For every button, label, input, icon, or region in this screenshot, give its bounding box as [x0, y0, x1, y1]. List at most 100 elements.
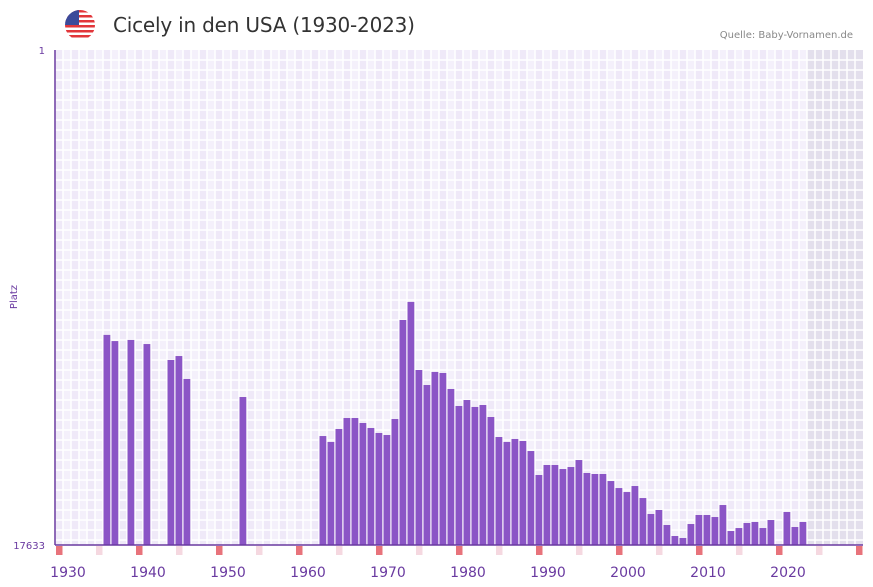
grid-column [319, 50, 327, 545]
bar-2009 [695, 515, 703, 545]
grid-column [191, 50, 199, 545]
x-tick-1950: 1950 [210, 565, 246, 581]
grid-column [127, 50, 135, 545]
grid-column [679, 50, 687, 545]
bar-1967 [359, 422, 367, 545]
grid-column [255, 50, 263, 545]
grid-column [383, 50, 391, 545]
grid-column [351, 50, 359, 545]
marker-2004 [656, 546, 663, 555]
grid-column [735, 50, 743, 545]
grid-column [335, 50, 343, 545]
grid-column [823, 50, 831, 545]
grid-column [807, 50, 815, 545]
grid-column [551, 50, 559, 545]
x-tick-1930: 1930 [50, 565, 86, 581]
bar-2006 [671, 536, 679, 545]
grid-column [343, 50, 351, 545]
grid-column [607, 50, 615, 545]
grid-column [743, 50, 751, 545]
bar-2016 [751, 522, 759, 545]
bar-1983 [487, 417, 495, 545]
bar-2010 [703, 515, 711, 545]
grid-column [663, 50, 671, 545]
grid-column [567, 50, 575, 545]
bar-1969 [375, 432, 383, 545]
bar-1990 [543, 464, 551, 545]
bar-2003 [647, 513, 655, 545]
bar-2005 [663, 525, 671, 545]
bar-1944 [175, 356, 183, 545]
grid-column [535, 50, 543, 545]
grid-column [623, 50, 631, 545]
bar-1974 [415, 369, 423, 545]
bar-1997 [599, 474, 607, 545]
grid-column [431, 50, 439, 545]
bar-1940 [143, 344, 151, 545]
x-tick-1980: 1980 [450, 565, 486, 581]
us-flag-icon [65, 10, 95, 40]
bar-1965 [343, 417, 351, 545]
bar-2002 [639, 498, 647, 545]
bar-1995 [583, 472, 591, 545]
marker-1979 [456, 546, 463, 555]
bar-1991 [551, 464, 559, 545]
bar-1979 [455, 405, 463, 545]
grid-column [231, 50, 239, 545]
grid-column [599, 50, 607, 545]
bar-1968 [367, 427, 375, 545]
marker-1999 [616, 546, 623, 555]
x-tick-labels: 1930 1940 1950 1960 1970 1980 1990 2000 2010 2020 [50, 565, 806, 581]
grid-column [687, 50, 695, 545]
marker-1944 [176, 546, 183, 555]
y-tick-bottom: 17633 [13, 541, 45, 552]
bar-1976 [431, 371, 439, 545]
grid-column [71, 50, 79, 545]
y-axis-label: Platz [9, 285, 20, 309]
grid-column [199, 50, 207, 545]
grid-column [751, 50, 759, 545]
grid-column [767, 50, 775, 545]
grid-column [223, 50, 231, 545]
grid-column [311, 50, 319, 545]
marker-1949 [216, 546, 223, 555]
bar-2018 [767, 520, 775, 545]
y-tick-top: 1 [39, 46, 45, 57]
grid-column [615, 50, 623, 545]
grid-column [287, 50, 295, 545]
grid-column [719, 50, 727, 545]
marker-1984 [496, 546, 503, 555]
bar-2015 [743, 523, 751, 545]
grid-column [103, 50, 111, 545]
marker-1939 [136, 546, 143, 555]
marker-2024 [816, 546, 823, 555]
marker-1989 [536, 546, 543, 555]
marker-1934 [96, 546, 103, 555]
grid-column [63, 50, 71, 545]
grid-column [847, 50, 855, 545]
bar-1977 [439, 373, 447, 545]
chart-title: Cicely in den USA (1930-2023) [113, 13, 415, 37]
bar-1972 [399, 319, 407, 545]
grid-column [271, 50, 279, 545]
grid-column [831, 50, 839, 545]
grid-column [495, 50, 503, 545]
bar-1994 [575, 460, 583, 545]
marker-1954 [256, 546, 263, 555]
grid-column [839, 50, 847, 545]
grid-column [399, 50, 407, 545]
marker-2019 [776, 546, 783, 555]
grid-column [727, 50, 735, 545]
bar-1998 [607, 481, 615, 545]
grid-column [711, 50, 719, 545]
grid-column [359, 50, 367, 545]
bar-2012 [719, 505, 727, 545]
grid-column [215, 50, 223, 545]
bar-1943 [167, 359, 175, 545]
grid-column [783, 50, 791, 545]
marker-2014 [736, 546, 743, 555]
grid-column [439, 50, 447, 545]
grid-column [327, 50, 335, 545]
grid-column [247, 50, 255, 545]
grid-column [575, 50, 583, 545]
